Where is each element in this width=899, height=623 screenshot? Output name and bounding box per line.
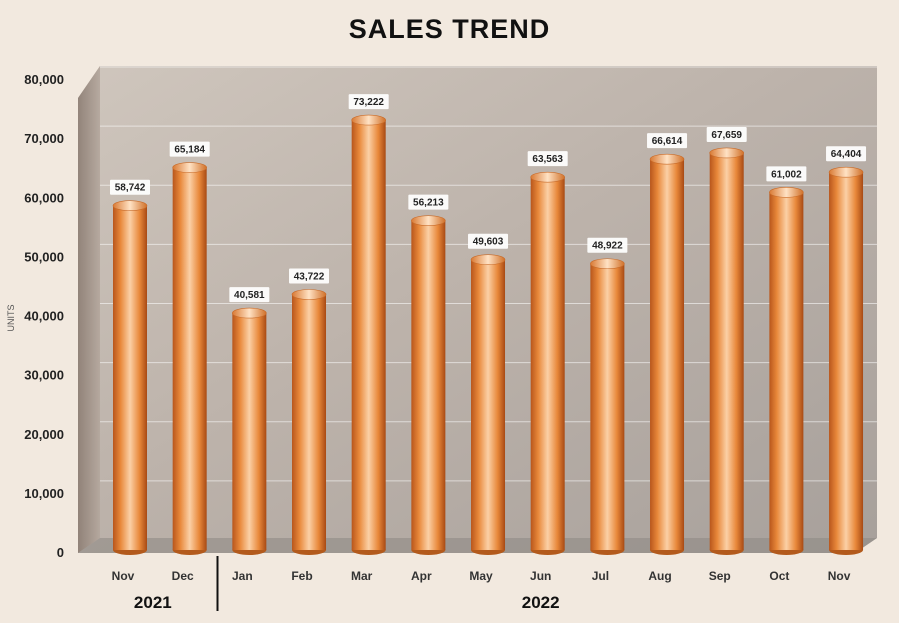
x-tick-label: May: [469, 569, 493, 583]
bar: [649, 153, 685, 555]
data-label: 58,742: [110, 179, 150, 195]
y-tick-label: 30,000: [24, 368, 64, 383]
bar: [769, 187, 804, 555]
svg-text:66,614: 66,614: [652, 136, 683, 147]
x-tick-label: Apr: [411, 569, 432, 583]
bar: [470, 254, 506, 555]
x-tick-label: Jan: [232, 569, 253, 583]
svg-text:67,659: 67,659: [711, 130, 742, 141]
y-tick-label: 50,000: [24, 249, 64, 264]
data-label: 40,581: [229, 287, 270, 303]
svg-text:65,184: 65,184: [174, 145, 205, 156]
x-tick-label: Nov: [828, 569, 851, 583]
data-label: 56,213: [408, 194, 449, 210]
bar: [351, 114, 386, 555]
year-groups: 2021 2022: [134, 556, 560, 612]
data-label: 61,002: [766, 166, 807, 182]
data-label: 66,614: [647, 133, 688, 149]
y-tick-label: 20,000: [24, 427, 64, 442]
svg-text:63,563: 63,563: [532, 154, 563, 165]
y-tick-label: 10,000: [24, 486, 64, 501]
bar: [590, 258, 625, 555]
y-tick-label: 60,000: [24, 190, 64, 205]
data-labels: 58,742 65,184 40,581 43,722 73,222 56,213 49,6…: [110, 94, 867, 303]
svg-text:48,922: 48,922: [592, 241, 623, 252]
bar: [828, 166, 864, 555]
data-label: 63,563: [527, 151, 568, 167]
svg-text:43,722: 43,722: [294, 271, 325, 282]
data-label: 43,722: [289, 268, 330, 284]
year-label: 2021: [134, 593, 172, 612]
bar: [291, 289, 327, 555]
svg-text:61,002: 61,002: [771, 169, 802, 180]
svg-text:64,404: 64,404: [831, 149, 862, 160]
data-label: 67,659: [706, 126, 747, 142]
x-tick-label: Aug: [648, 569, 671, 583]
data-label: 73,222: [348, 94, 389, 110]
x-tick-label: Nov: [112, 569, 135, 583]
bar: [172, 162, 207, 555]
data-label: 64,404: [826, 146, 867, 162]
x-tick-label: Dec: [172, 569, 194, 583]
y-tick-label: 80,000: [24, 72, 64, 87]
y-axis: 0 10,000 20,000 30,000 40,000 50,000 60,000 70,…: [24, 72, 64, 560]
chart-title: SALES TREND: [348, 14, 551, 44]
x-tick-label: Feb: [291, 569, 312, 583]
svg-text:40,581: 40,581: [234, 290, 265, 301]
bar: [112, 200, 148, 555]
x-tick-label: Jul: [592, 569, 609, 583]
x-tick-label: Oct: [769, 569, 789, 583]
x-axis: Nov Dec Jan Feb Mar Apr May Jun Jul Aug Sep Oct Nov: [112, 569, 851, 583]
y-axis-label: UNITS: [6, 305, 16, 332]
y-tick-label: 0: [57, 545, 64, 560]
y-tick-label: 40,000: [24, 309, 64, 324]
bar: [709, 147, 745, 555]
x-tick-label: Sep: [709, 569, 731, 583]
data-label: 49,603: [468, 233, 509, 249]
bar: [232, 307, 267, 555]
bar: [411, 215, 446, 555]
x-tick-label: Jun: [530, 569, 551, 583]
year-label: 2022: [522, 593, 560, 612]
x-tick-label: Mar: [351, 569, 373, 583]
svg-text:58,742: 58,742: [115, 183, 146, 194]
svg-text:56,213: 56,213: [413, 198, 444, 209]
svg-text:49,603: 49,603: [473, 237, 504, 248]
data-label: 48,922: [587, 237, 628, 253]
bar: [530, 171, 565, 555]
bars: [112, 114, 864, 555]
svg-text:73,222: 73,222: [353, 97, 384, 108]
data-label: 65,184: [169, 141, 210, 157]
y-tick-label: 70,000: [24, 131, 64, 146]
